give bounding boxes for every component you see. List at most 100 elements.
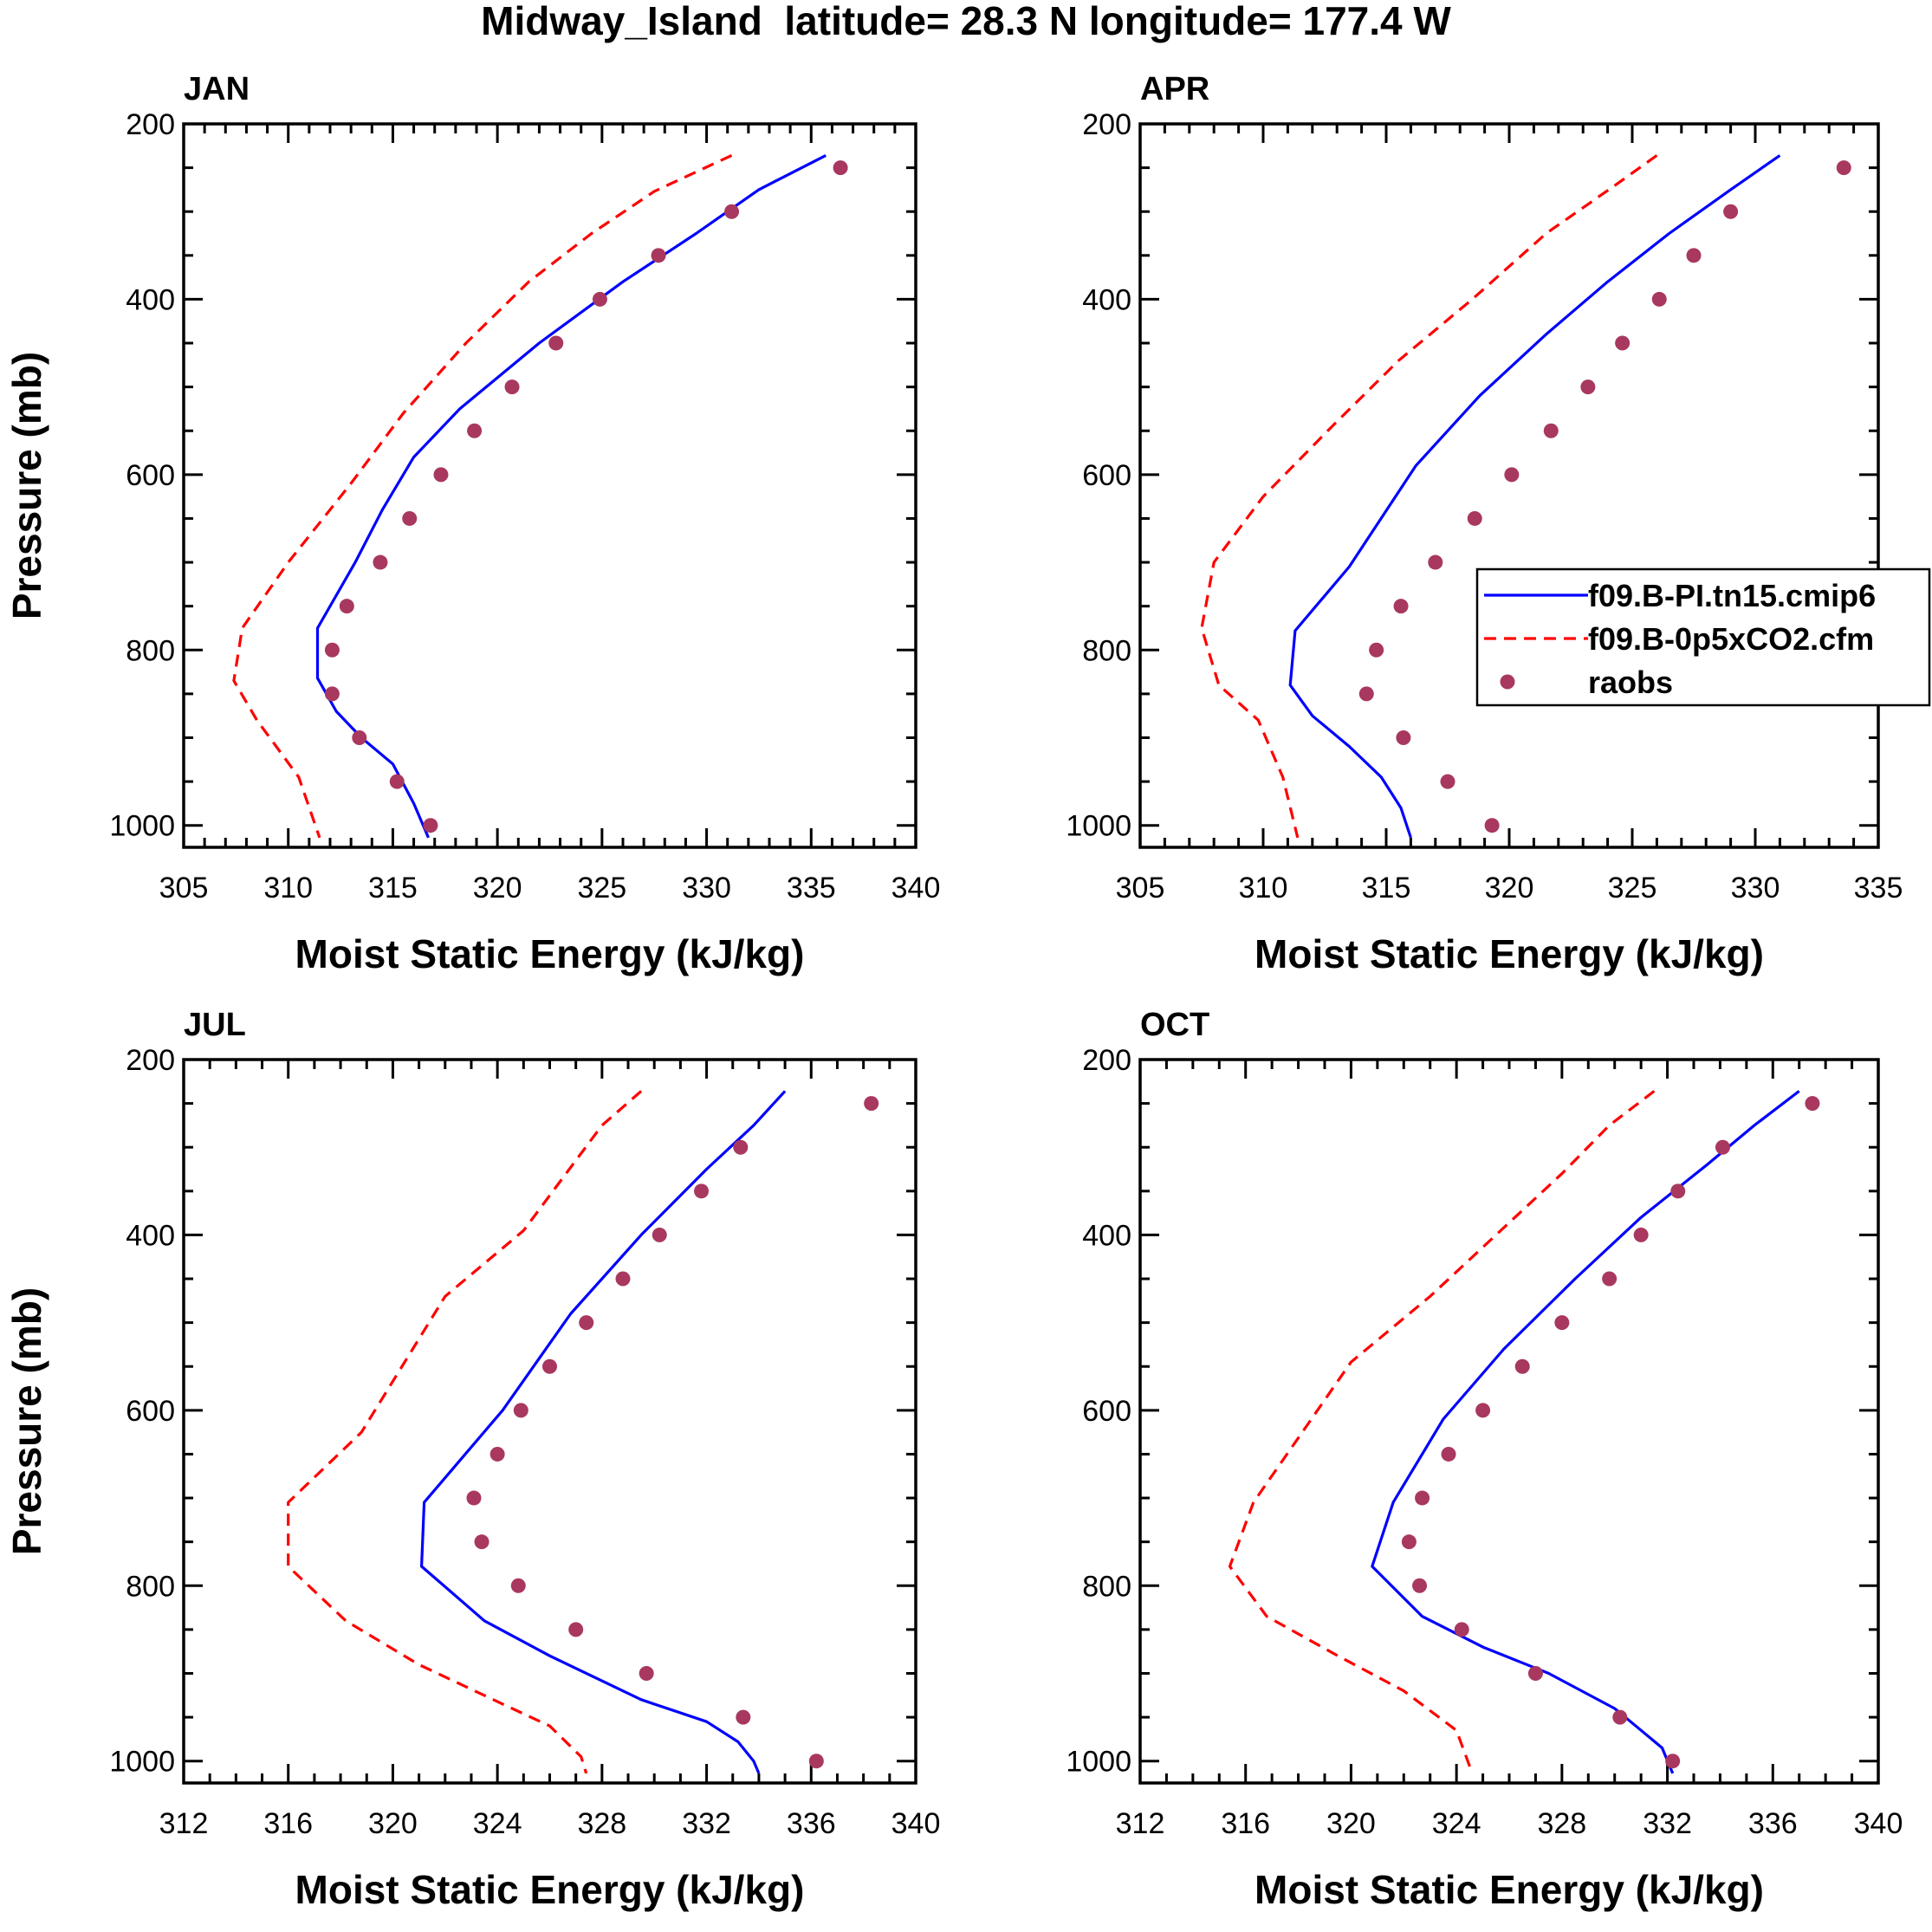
x-tick-label: 316 [263, 1807, 313, 1840]
plot-area [1228, 1090, 1820, 1774]
y-tick-label: 400 [126, 283, 175, 316]
y-tick-label: 200 [126, 108, 175, 141]
raobs-point [489, 1446, 505, 1462]
y-tick-label: 600 [126, 1395, 175, 1428]
raobs-point [1358, 686, 1374, 702]
raobs-point [373, 554, 388, 570]
series-line-0p5xco2 [232, 153, 733, 839]
raobs-point [736, 1709, 751, 1725]
x-tick-label: 336 [1748, 1807, 1798, 1840]
legend-label: f09.B-PI.tn15.cmip6 [1588, 578, 1876, 613]
series-line-0p5xco2 [1228, 1090, 1656, 1774]
panels: JAN 305 310 315 320 325 330 335 340 200 400 600 800 1… [4, 71, 1931, 1912]
raobs-point [1651, 291, 1667, 307]
plot-area [232, 153, 848, 839]
plot-area [1200, 154, 1851, 839]
raobs-point [1543, 423, 1559, 438]
raobs-point [694, 1183, 710, 1199]
raobs-point [1504, 467, 1520, 483]
panel-title: OCT [1140, 1007, 1209, 1043]
series-line-pi [1288, 154, 1781, 839]
raobs-point [467, 423, 483, 438]
y-tick-label: 600 [1082, 459, 1131, 492]
legend-label: f09.B-0p5xCO2.cfm [1588, 621, 1874, 657]
raobs-point [474, 1534, 489, 1550]
series-line-0p5xco2 [1200, 154, 1658, 839]
panel-title: JAN [184, 71, 250, 107]
x-tick-label: 305 [1116, 872, 1165, 904]
x-tick-label: 325 [1608, 872, 1657, 904]
panel-apr: APR 305 310 315 320 325 330 335 200 400 600 800 1000… [1066, 71, 1931, 976]
plot-frame [1138, 1058, 1880, 1785]
y-tick-label: 1000 [109, 810, 175, 843]
raobs-point [1454, 1622, 1469, 1637]
raobs-point [1396, 729, 1411, 745]
y-axis-label: Pressure (mb) [4, 1287, 49, 1555]
raobs-point [339, 599, 354, 614]
x-tick-label: 325 [577, 872, 626, 904]
raobs-point [1428, 554, 1443, 570]
plot-frame [1138, 122, 1880, 849]
panel-title: APR [1140, 71, 1209, 107]
series-line-pi [315, 153, 827, 839]
y-tick-label: 600 [126, 459, 175, 492]
x-axis-label: Moist Static Energy (kJ/kg) [1255, 1867, 1764, 1912]
raobs-point [1527, 1665, 1543, 1681]
raobs-point [389, 774, 405, 789]
raobs-point [504, 379, 520, 395]
panel-jan: JAN 305 310 315 320 325 330 335 340 200 400 600 800 1… [4, 71, 940, 976]
raobs-point [1369, 642, 1384, 658]
x-tick-label: 335 [787, 872, 836, 904]
x-tick-label: 336 [787, 1807, 836, 1840]
panel-oct: OCT 312 316 320 324 328 332 336 340 200 400 600 800 1… [1066, 1007, 1903, 1912]
x-tick-label: 332 [1643, 1807, 1692, 1840]
y-tick-label: 400 [1082, 1219, 1131, 1252]
raobs-point [833, 160, 848, 176]
raobs-point [1514, 1358, 1530, 1374]
y-tick-label: 1000 [1066, 810, 1131, 843]
raobs-point [324, 642, 340, 658]
y-tick-label: 200 [1082, 108, 1131, 141]
y-axis-label: Pressure (mb) [4, 352, 49, 619]
y-tick-label: 600 [1082, 1395, 1131, 1428]
raobs-point [1805, 1096, 1820, 1112]
y-tick-label: 800 [126, 1570, 175, 1603]
x-tick-label: 340 [1854, 1807, 1903, 1840]
raobs-point [1484, 818, 1500, 833]
raobs-point [1670, 1183, 1686, 1199]
raobs-point [1665, 1754, 1681, 1769]
series-line-0p5xco2 [287, 1090, 643, 1774]
panel-title: JUL [184, 1007, 246, 1043]
raobs-point [808, 1754, 824, 1769]
x-tick-label: 328 [1537, 1807, 1586, 1840]
raobs-point [652, 1227, 667, 1242]
raobs-point [1441, 1446, 1456, 1462]
raobs-point [513, 1403, 528, 1418]
x-tick-label: 316 [1221, 1807, 1270, 1840]
panel-jul: JUL 312 316 320 324 328 332 336 340 200 400 600 800 1… [4, 1007, 940, 1912]
y-tick-label: 800 [126, 634, 175, 667]
x-axis-label: Moist Static Energy (kJ/kg) [1255, 931, 1764, 976]
x-tick-label: 312 [1116, 1807, 1165, 1840]
x-axis-label: Moist Static Energy (kJ/kg) [295, 1867, 805, 1912]
raobs-point [615, 1271, 631, 1287]
raobs-point [1686, 248, 1702, 263]
plot-frame [182, 1058, 917, 1785]
raobs-point [1401, 1534, 1417, 1550]
x-tick-label: 315 [1362, 872, 1411, 904]
x-tick-label: 320 [1485, 872, 1534, 904]
raobs-point [579, 1315, 594, 1331]
raobs-point [639, 1665, 654, 1681]
raobs-point [1633, 1227, 1649, 1242]
x-tick-label: 328 [577, 1807, 626, 1840]
series-line-pi [1371, 1090, 1800, 1774]
raobs-point [352, 729, 367, 745]
raobs-point [1580, 379, 1596, 395]
raobs-point [542, 1358, 557, 1374]
x-tick-label: 312 [159, 1807, 209, 1840]
x-tick-label: 332 [682, 1807, 731, 1840]
figure-title: Midway_Island latitude= 28.3 N longitude… [481, 0, 1451, 43]
x-tick-label: 305 [159, 872, 209, 904]
raobs-point [592, 291, 607, 307]
